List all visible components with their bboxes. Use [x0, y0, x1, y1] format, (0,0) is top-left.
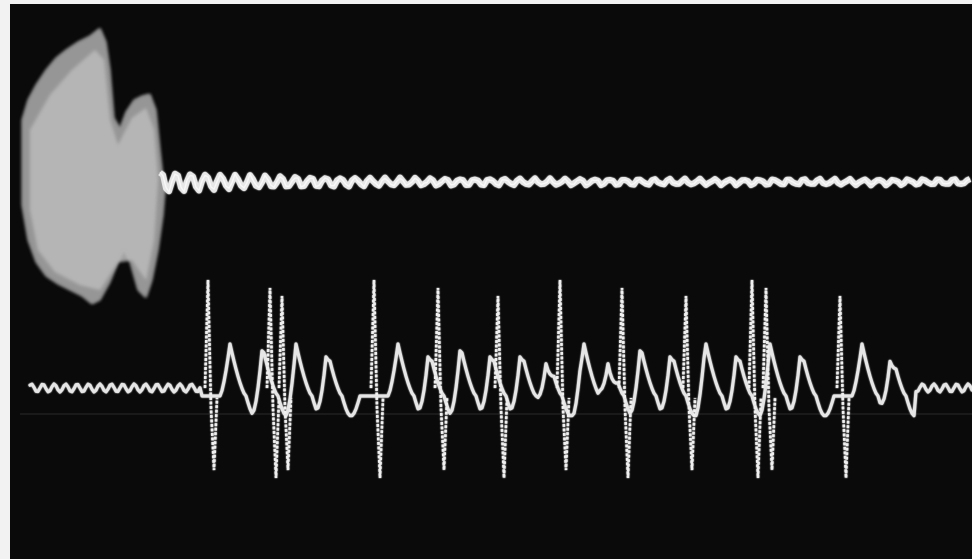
waveform-spike [747, 279, 763, 479]
waveform-spike [265, 287, 281, 479]
photo-border-left [0, 0, 10, 559]
waveform-spike [761, 287, 777, 471]
spike-group [203, 279, 851, 479]
upper-trace [22, 28, 972, 304]
waveform-spike [277, 295, 293, 471]
waveform-spike [369, 279, 385, 479]
upper-oscillation-fine [159, 171, 971, 194]
waveform-spike [555, 279, 571, 471]
photo-border-top [0, 0, 972, 4]
upper-oscillation [158, 170, 972, 195]
waveform-spike [203, 279, 219, 471]
waveform-spike [433, 287, 449, 471]
lower-trace [28, 279, 972, 479]
waveform-spike [835, 295, 851, 479]
waveform-spike [617, 287, 633, 479]
burst-envelope-core [30, 50, 158, 290]
waveform-spike [681, 295, 697, 471]
waveform-spike [493, 295, 509, 479]
